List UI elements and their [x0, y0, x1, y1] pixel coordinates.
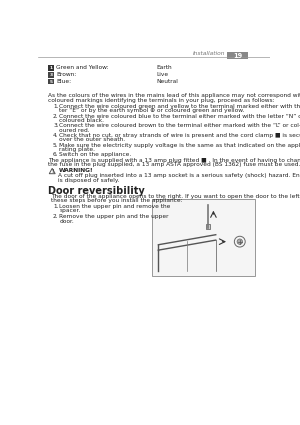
Text: Earth: Earth — [157, 65, 172, 71]
Text: Connect the wire coloured blue to the terminal either marked with the letter “N”: Connect the wire coloured blue to the te… — [59, 113, 300, 119]
Text: coloured black.: coloured black. — [59, 118, 104, 123]
Text: Brown:: Brown: — [56, 72, 76, 77]
Text: ter “E” or by the earth symbol ⊕ or coloured green and yellow.: ter “E” or by the earth symbol ⊕ or colo… — [59, 108, 244, 113]
Text: Green and Yellow:: Green and Yellow: — [56, 65, 109, 71]
Text: Live: Live — [157, 72, 169, 77]
Text: 1.: 1. — [53, 104, 58, 109]
Text: 5.: 5. — [53, 143, 58, 147]
Text: Loosen the upper pin and remove the: Loosen the upper pin and remove the — [59, 204, 171, 209]
Text: A cut off plug inserted into a 13 amp socket is a serious safety (shock) hazard.: A cut off plug inserted into a 13 amp so… — [58, 173, 300, 178]
Text: 2.: 2. — [53, 113, 58, 119]
Text: Remove the upper pin and the upper: Remove the upper pin and the upper — [59, 214, 169, 219]
Text: 3.: 3. — [53, 123, 58, 128]
Text: As the colours of the wires in the mains lead of this appliance may not correspo: As the colours of the wires in the mains… — [48, 94, 300, 98]
Text: 2.: 2. — [53, 214, 58, 219]
Text: Check that no cut, or stray strands of wire is present and the cord clamp ■ is s: Check that no cut, or stray strands of w… — [59, 133, 300, 138]
Text: The appliance is supplied with a 13 amp plug fitted ■ . In the event of having t: The appliance is supplied with a 13 amp … — [48, 158, 300, 163]
Text: coloured markings identifying the terminals in your plug, proceed as follows:: coloured markings identifying the termin… — [48, 98, 275, 103]
FancyBboxPatch shape — [48, 79, 54, 85]
Text: the fuse in the plug supplied, a 13 amp ASTA approved (BS 1362) fuse must be use: the fuse in the plug supplied, a 13 amp … — [48, 162, 300, 167]
Text: WARNING!: WARNING! — [58, 168, 93, 173]
Text: Blue:: Blue: — [56, 79, 71, 84]
Text: !: ! — [51, 170, 53, 174]
FancyBboxPatch shape — [206, 224, 210, 229]
Circle shape — [237, 239, 242, 244]
Text: 6.: 6. — [53, 152, 58, 157]
Text: 3: 3 — [50, 73, 52, 77]
FancyBboxPatch shape — [48, 65, 54, 71]
Text: The door of the appliance opens to the right. If you want to open the door to th: The door of the appliance opens to the r… — [52, 194, 300, 199]
Text: Connect the wire coloured green and yellow to the terminal marked either with th: Connect the wire coloured green and yell… — [59, 104, 300, 109]
Text: door.: door. — [59, 218, 74, 224]
Text: Connect the wire coloured brown to the terminal either marked with the “L” or co: Connect the wire coloured brown to the t… — [59, 123, 300, 128]
Text: is disposed of safely.: is disposed of safely. — [58, 178, 120, 183]
Text: spacer.: spacer. — [59, 209, 80, 213]
Text: 1.: 1. — [53, 204, 58, 209]
Text: rating plate.: rating plate. — [59, 147, 95, 152]
FancyBboxPatch shape — [48, 72, 54, 78]
Text: Switch on the appliance.: Switch on the appliance. — [59, 152, 131, 157]
Text: Door reversibility: Door reversibility — [48, 186, 145, 196]
FancyBboxPatch shape — [152, 198, 254, 275]
Text: 1: 1 — [50, 66, 52, 70]
Text: Make sure the electricity supply voltage is the same as that indicated on the ap: Make sure the electricity supply voltage… — [59, 143, 300, 147]
Text: 5: 5 — [50, 80, 52, 84]
Text: these steps before you install the appliance:: these steps before you install the appli… — [52, 198, 183, 204]
Text: 19: 19 — [233, 53, 242, 59]
Text: over the outer sheath.: over the outer sheath. — [59, 137, 125, 142]
Text: Neutral: Neutral — [157, 79, 179, 84]
Text: Installation: Installation — [193, 51, 226, 56]
Text: oured red.: oured red. — [59, 128, 90, 133]
Text: 4.: 4. — [53, 133, 58, 138]
FancyBboxPatch shape — [227, 52, 248, 60]
